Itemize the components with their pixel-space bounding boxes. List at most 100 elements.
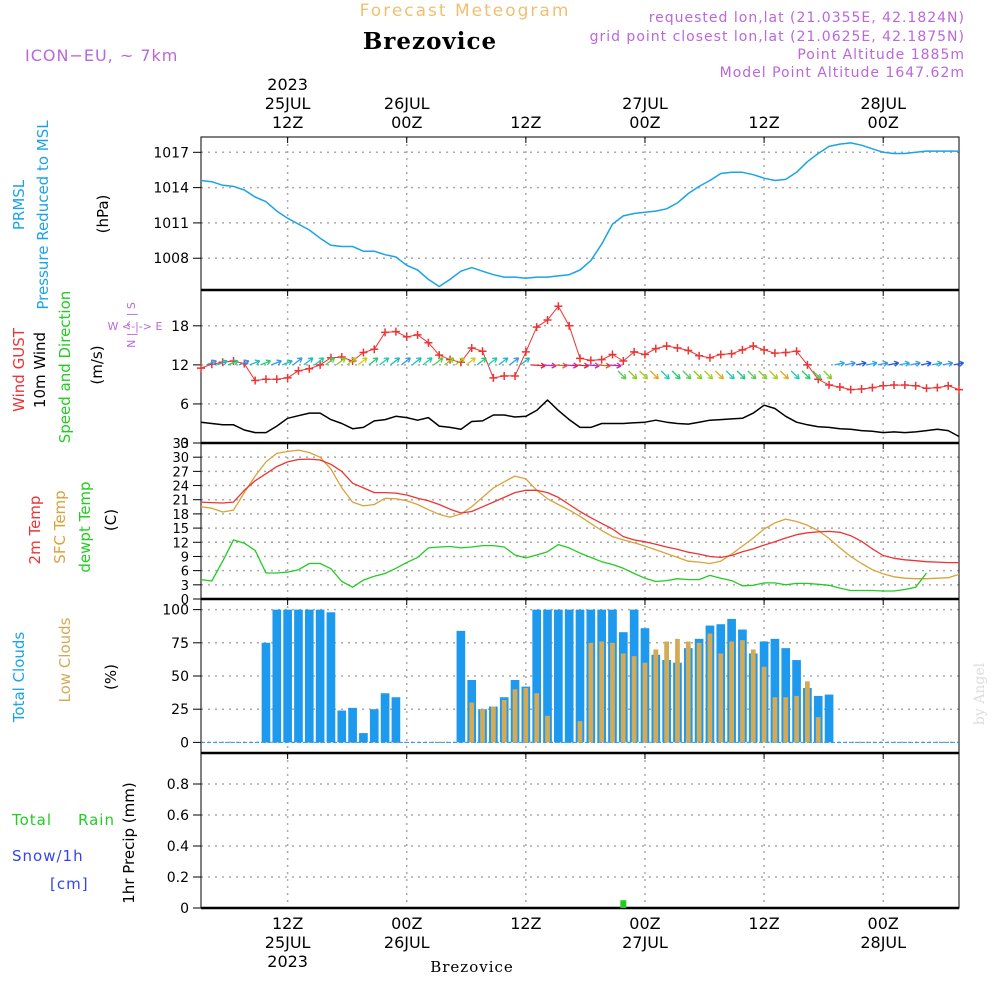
total-cloud-bar (348, 707, 357, 743)
wind-direction-arrow (671, 370, 681, 380)
gust-marker (695, 351, 704, 360)
total-cloud-bar (781, 648, 791, 743)
wind-direction-arrow (335, 357, 346, 366)
low-cloud-bar (490, 706, 496, 743)
wind-direction-arrow (704, 370, 714, 380)
time-label-top: 26JUL (384, 94, 430, 113)
temp-unit: (C) (102, 509, 120, 531)
time-label-top: 2023 (267, 75, 308, 94)
total-cloud-bar (272, 609, 282, 743)
gust-marker (597, 355, 606, 364)
gust-marker (489, 373, 498, 382)
wind-direction-arrow (931, 360, 943, 367)
wind-direction-arrow (249, 359, 261, 366)
time-label-top: 25JUL (265, 94, 311, 113)
total-cloud-bar (261, 642, 271, 743)
gust-marker (608, 350, 617, 359)
wind-direction-arrow (238, 359, 250, 366)
wind-direction-arrow (617, 370, 627, 380)
time-label-top: 00Z (629, 113, 660, 132)
gust-marker (532, 323, 541, 332)
ytick-label-temp: 33 (172, 437, 189, 452)
temp-2m-line (200, 458, 959, 564)
time-label-top: 00Z (868, 113, 899, 132)
low-cloud-bar (501, 699, 507, 743)
pressure-label-2: Pressure Reduced to MSL (34, 120, 52, 310)
low-cloud-bar (750, 649, 756, 743)
gust-marker (835, 383, 844, 392)
gust-marker (640, 350, 649, 359)
wind-direction-arrow (281, 359, 293, 366)
precip-label-snow: Snow/1h (12, 847, 84, 865)
gust-marker (197, 364, 205, 373)
wind-direction-arrow (206, 359, 217, 366)
time-label-bottom: 27JUL (622, 933, 668, 952)
low-cloud-bar (610, 642, 615, 743)
ytick-label-clouds: 50 (171, 669, 189, 685)
time-label-bottom: 00Z (868, 914, 899, 933)
compass-we: W <-|-> E (108, 320, 163, 333)
wind-direction-arrow (856, 360, 867, 367)
wind-direction-arrow (812, 370, 822, 380)
wind-direction-arrow (465, 357, 476, 366)
temp-label-3: dewpt Temp (76, 481, 94, 572)
model-label: ICON−EU, ~ 7km (25, 46, 178, 65)
gust-marker (825, 381, 834, 390)
total-cloud-bar (369, 709, 379, 743)
gust-marker (370, 345, 379, 354)
total-cloud-bar (391, 697, 401, 743)
low-cloud-bar (718, 653, 724, 743)
gust-marker (500, 371, 509, 380)
low-cloud-bar (696, 642, 702, 743)
plot-frame (200, 136, 960, 909)
low-cloud-bar (588, 642, 594, 743)
gust-marker (933, 383, 942, 392)
time-label-top: 12Z (510, 113, 541, 132)
wind-direction-arrow (292, 357, 303, 366)
ytick-label-temp: 30 (172, 451, 189, 466)
total-cloud-bar (337, 710, 347, 743)
gust-marker (911, 381, 920, 390)
low-cloud-bar (599, 641, 605, 743)
ytick-label-clouds: 0 (180, 735, 189, 751)
total-cloud-bar (554, 609, 563, 743)
pressure-unit: (hPa) (94, 195, 112, 234)
wind-direction-arrow (271, 359, 282, 366)
time-label-bottom: 2023 (267, 952, 308, 971)
ytick-label-temp: 21 (172, 494, 189, 509)
gust-marker (803, 360, 812, 369)
gust-marker (770, 349, 779, 358)
credit: by Angel (972, 662, 988, 725)
compass-ns: N | ^ | S (125, 302, 138, 348)
wind-direction-arrow (801, 370, 811, 380)
total-cloud-bar (359, 733, 368, 743)
ytick-label-precip: 0.6 (167, 808, 189, 824)
dewpt-line (200, 539, 928, 592)
ytick-label-pressure: 1008 (153, 251, 189, 267)
ytick-label-temp: 24 (172, 480, 189, 495)
gust-marker (673, 343, 682, 352)
gust-marker (305, 364, 314, 373)
station-title: Brezovice (363, 28, 497, 55)
gust-marker (922, 384, 931, 393)
ytick-label-clouds: 100 (162, 603, 189, 619)
wind-direction-arrow (314, 357, 325, 366)
ytick-label-temp: 27 (172, 465, 189, 480)
gust-marker (413, 330, 422, 339)
low-cloud-bar (577, 721, 583, 743)
gust-marker (359, 348, 368, 357)
gust-marker (521, 347, 530, 356)
time-label-bottom: 12Z (272, 914, 303, 933)
wind-direction-arrow (910, 360, 921, 367)
low-cloud-bar (653, 649, 659, 743)
ytick-label-temp: 15 (172, 522, 189, 537)
gust-marker (955, 385, 963, 394)
low-cloud-bar (642, 662, 648, 743)
wind-direction-arrow (758, 370, 768, 380)
wind-direction-arrow (520, 357, 531, 366)
low-cloud-bar (772, 697, 778, 743)
time-label-top: 12Z (748, 113, 779, 132)
low-cloud-bar (545, 715, 550, 743)
time-label-bottom: 00Z (391, 914, 422, 933)
